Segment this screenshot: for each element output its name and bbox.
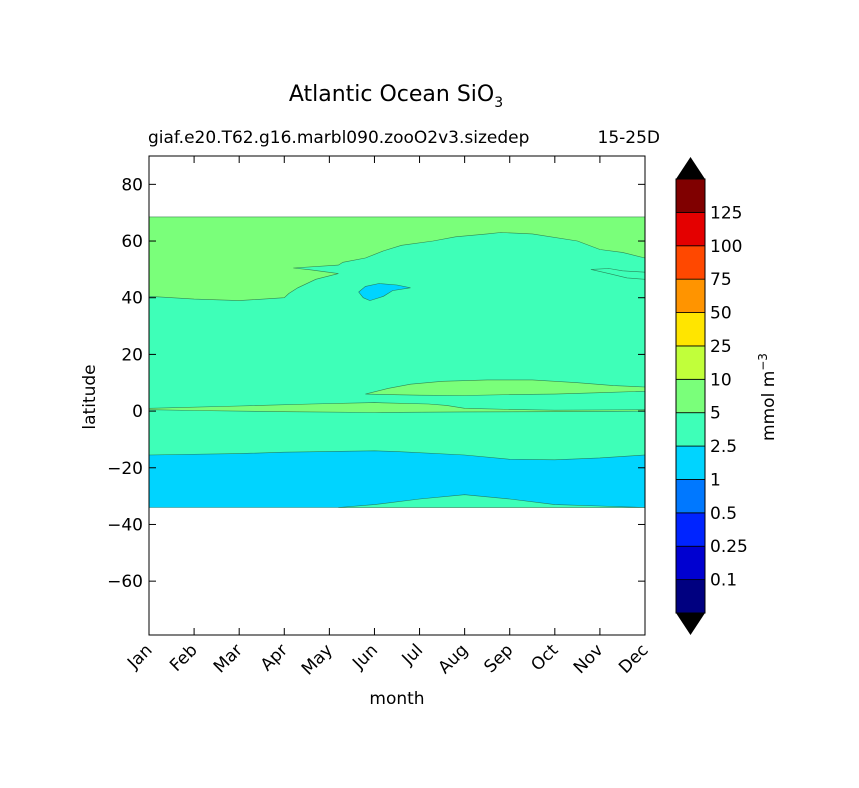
contour-region-south-band xyxy=(148,450,646,508)
y-axis-ticks: 80 60 40 20 0 −20 −40 −60 xyxy=(107,175,645,592)
colorbar-segment xyxy=(675,445,706,480)
colorbar-tick-label: 25 xyxy=(710,337,732,357)
y-tick-label: 40 xyxy=(121,289,143,309)
y-tick-label: 0 xyxy=(132,402,143,422)
colorbar-label-main: mmol m xyxy=(759,371,779,441)
colorbar-extend-min xyxy=(676,613,705,635)
x-tick-label: May xyxy=(298,640,337,679)
colorbar-tick-label: 0.1 xyxy=(710,571,737,591)
colorbar-segment xyxy=(675,479,706,514)
contour-region-south-bulge xyxy=(338,494,646,508)
colorbar-label: mmol m−3 xyxy=(756,353,779,441)
plot-area: Jan Feb Mar Apr May Jun Jul Aug Sep Oct Nov Dec 80 6… xyxy=(107,155,653,679)
colorbar-segment xyxy=(675,378,706,414)
x-tick-label: Oct xyxy=(527,640,562,675)
colorbar-segment xyxy=(675,278,706,313)
colorbar-tick-label: 125 xyxy=(710,203,742,223)
colorbar-extend-max xyxy=(676,157,705,179)
colorbar-tick-label: 1 xyxy=(710,470,721,490)
colorbar-tick-label: 5 xyxy=(710,404,721,424)
colorbar-tick-label: 75 xyxy=(710,270,732,290)
x-tick-label: Dec xyxy=(615,640,652,677)
x-tick-label: Jan xyxy=(123,640,156,673)
x-tick-label: Jun xyxy=(348,640,382,674)
y-tick-label: 80 xyxy=(121,175,143,195)
chart-title-main: Atlantic Ocean SiO xyxy=(289,82,494,107)
colorbar-segment xyxy=(675,178,706,213)
x-tick-label: Sep xyxy=(480,640,517,677)
colorbar: 0.1 0.25 0.5 1 2.5 5 10 25 50 75 100 125 xyxy=(675,157,748,635)
colorbar-segment xyxy=(675,579,706,614)
contour-layer xyxy=(148,216,646,508)
colorbar-segment xyxy=(675,345,706,380)
y-tick-label: −20 xyxy=(107,459,143,479)
colorbar-tick-label: 10 xyxy=(710,370,732,390)
y-tick-label: 60 xyxy=(121,232,143,252)
x-tick-label: Apr xyxy=(257,640,292,675)
y-axis-label: latitude xyxy=(80,364,100,429)
plot-frame xyxy=(148,155,646,636)
colorbar-segment xyxy=(675,412,706,447)
colorbar-tick-label: 100 xyxy=(710,237,742,257)
colorbar-tick-label: 2.5 xyxy=(710,437,737,457)
contour-region-tropical-band xyxy=(365,379,646,396)
colorbar-segment xyxy=(675,545,706,581)
x-tick-label: Nov xyxy=(570,640,608,678)
colorbar-segment xyxy=(675,512,706,547)
colorbar-tick-label: 50 xyxy=(710,304,732,324)
chart-subtitle-right: 15-25D xyxy=(598,128,661,148)
contour-region-equatorial-band xyxy=(148,402,646,413)
colorbar-segment xyxy=(675,245,706,280)
colorbar-label-superscript: −3 xyxy=(756,353,770,371)
y-tick-label: 20 xyxy=(121,345,143,365)
x-tick-label: Jul xyxy=(398,640,427,669)
x-tick-label: Feb xyxy=(166,640,201,675)
x-tick-label: Aug xyxy=(435,640,473,678)
colorbar-segment xyxy=(675,312,706,347)
colorbar-frame xyxy=(675,178,706,614)
colorbar-tick-label: 0.25 xyxy=(710,537,748,557)
chart-subtitle-left: giaf.e20.T62.g16.marbl090.zooO2v3.sizede… xyxy=(148,128,529,148)
contour-region-mid-patch xyxy=(358,283,411,301)
colorbar-segment xyxy=(675,211,706,247)
chart-title: Atlantic Ocean SiO3 xyxy=(289,82,503,111)
y-tick-label: −60 xyxy=(107,572,143,592)
y-tick-label: −40 xyxy=(107,515,143,535)
chart-title-subscript: 3 xyxy=(494,95,503,111)
contour-region-north-cap xyxy=(148,216,646,301)
x-axis-label: month xyxy=(369,689,424,709)
x-tick-label: Mar xyxy=(210,640,247,677)
colorbar-tick-label: 0.5 xyxy=(710,504,737,524)
